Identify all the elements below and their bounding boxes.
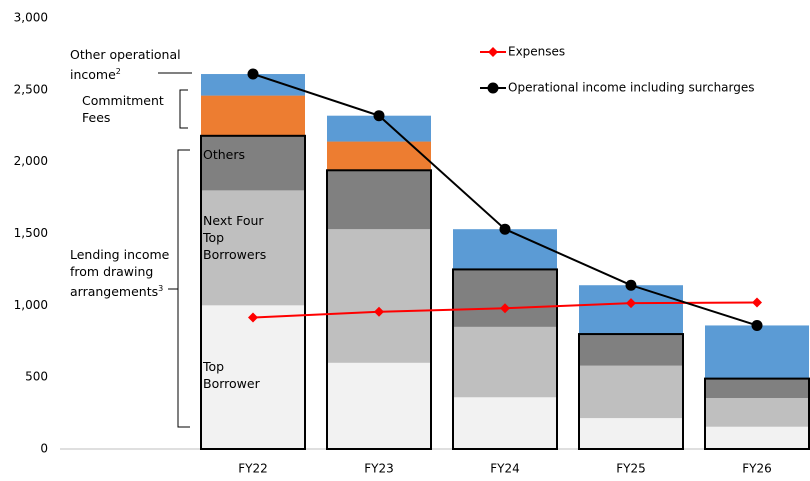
line-marker: [625, 279, 637, 291]
bar-segment: [705, 397, 809, 427]
legend-label: Expenses: [508, 45, 565, 59]
x-tick-label: FY23: [364, 462, 394, 476]
annotation: Lending income from drawing arrangements…: [70, 247, 170, 300]
bar-segment: [327, 170, 431, 230]
bar-segment: [579, 365, 683, 419]
line-marker: [374, 306, 384, 317]
y-tick-label: 1,000: [14, 298, 48, 312]
bracket: [168, 149, 190, 428]
bar-segment: [201, 190, 305, 306]
annotation: Next Four Top Borrowers: [203, 213, 267, 262]
lending-outline: [578, 333, 684, 451]
lending-outline: [200, 134, 306, 450]
bar-segment: [705, 378, 809, 398]
annotation: Commitment Fees: [82, 93, 164, 125]
bar-segment: [201, 135, 305, 191]
bar-segment: [453, 397, 557, 449]
lending-outline: [452, 268, 558, 450]
x-tick-label: FY26: [742, 462, 772, 476]
line-marker: [487, 82, 499, 94]
line-marker: [751, 319, 763, 331]
line-marker: [248, 312, 258, 323]
line-marker: [488, 47, 498, 57]
bar-segment: [201, 305, 305, 449]
bar-segment: [453, 269, 557, 327]
bar-segment: [201, 95, 305, 136]
bar-segment: [201, 74, 305, 96]
line-marker: [373, 110, 385, 122]
line-marker: [247, 68, 259, 80]
y-tick-label: 2,000: [14, 154, 48, 168]
bar-segment: [705, 426, 809, 449]
bar-segment: [327, 362, 431, 449]
x-tick-label: FY25: [616, 462, 646, 476]
annotation: Others: [203, 147, 246, 162]
bracket: [179, 89, 188, 129]
y-tick-label: 0: [40, 442, 48, 456]
bar-segment: [579, 334, 683, 366]
line-marker: [499, 223, 511, 235]
y-tick-label: 2,500: [14, 82, 48, 96]
legend-label: Operational income including surcharges: [508, 81, 755, 95]
y-tick-label: 500: [25, 370, 48, 384]
bar-segment: [705, 325, 809, 379]
x-tick-label: FY24: [490, 462, 520, 476]
bar-segment: [579, 418, 683, 449]
x-tick-label: FY22: [238, 462, 268, 476]
line-marker: [500, 303, 510, 314]
line-marker: [626, 298, 636, 309]
bar-segment: [327, 229, 431, 363]
line-marker: [752, 297, 762, 308]
bar-segment: [327, 141, 431, 171]
bar-segment: [453, 326, 557, 398]
annotation: Top Borrower: [203, 359, 260, 391]
bar-segment: [579, 285, 683, 335]
bar-segment: [453, 229, 557, 270]
lending-outline: [704, 377, 810, 450]
y-tick-label: 3,000: [14, 11, 48, 25]
annotation: Other operational income2: [70, 47, 181, 83]
y-tick-label: 1,500: [14, 226, 48, 240]
